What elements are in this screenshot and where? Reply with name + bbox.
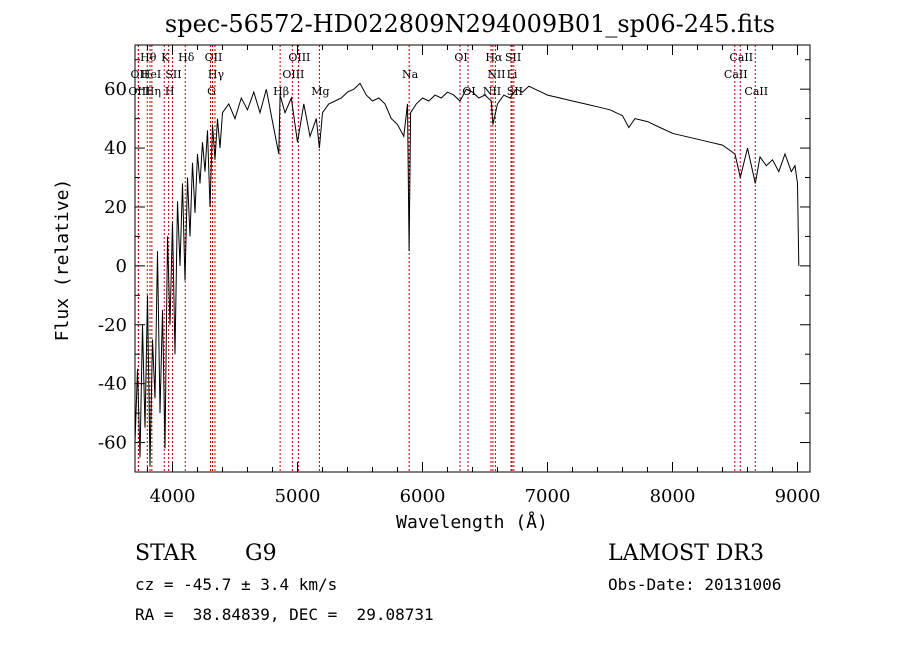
y-tick-label: -60 [98,433,127,454]
line-label: CaII [724,68,748,81]
series-layer [134,82,800,467]
y-axis: -60 -40 -20 0 20 40 60 [98,59,810,473]
x-tick-label: 6000 [400,486,446,507]
line-label: CaII [744,85,768,98]
spectral-line-markers [137,45,756,472]
survey-name: LAMOST DR3 [608,541,764,566]
line-label: OI [454,51,467,64]
y-tick-label: 40 [104,138,127,159]
y-tick-label: 60 [104,79,127,100]
x-tick-label: 9000 [775,486,821,507]
y-tick-label: -20 [98,315,127,336]
line-label: Hβ [273,85,289,98]
line-label: Na [402,68,419,81]
spectral-subclass: G9 [245,541,277,566]
line-label: K [161,51,170,64]
line-label: H [165,85,175,98]
y-axis-label: Flux (relative) [52,179,73,342]
line-label: Hθ [140,51,157,64]
line-label: G [207,85,216,98]
line-label: OIII [282,68,304,81]
line-label: Hγ [208,68,225,81]
x-tick-label: 5000 [275,486,321,507]
y-tick-label: 0 [116,256,127,277]
line-label: Hη [145,85,161,98]
line-label: Mg [311,85,329,98]
x-axis-label: Wavelength (Å) [396,511,548,533]
chart-title: spec-56572-HD022809N294009B01_sp06-245.f… [165,10,775,38]
object-class: STAR [135,541,197,566]
line-label: SII [165,68,181,81]
line-label: SII [505,51,521,64]
x-axis: 4000 5000 6000 7000 8000 9000 [147,45,821,507]
line-label: OI [462,85,475,98]
line-label: OII [205,51,223,64]
line-label: Hδ [178,51,195,64]
line-label: HeI [141,68,161,81]
line-label: OIII [128,85,150,98]
x-tick-label: 8000 [650,486,696,507]
redshift-velocity: cz = -45.7 ± 3.4 km/s [135,575,337,594]
line-label: OIII [288,51,310,64]
flux-series-line [134,82,800,467]
y-tick-label: -40 [98,374,127,395]
x-tick-label: 7000 [525,486,571,507]
line-label: Li [507,68,518,81]
coordinates: RA = 38.84839, DEC = 29.08731 [135,605,434,624]
y-tick-label: 20 [104,197,127,218]
line-label: Hα [485,51,503,64]
line-label: CaII [729,51,753,64]
line-label: NII [487,68,505,81]
x-tick-label: 4000 [150,486,196,507]
observation-date: Obs-Date: 20131006 [608,575,781,594]
line-label: NII [483,85,501,98]
plot-frame [134,44,811,473]
